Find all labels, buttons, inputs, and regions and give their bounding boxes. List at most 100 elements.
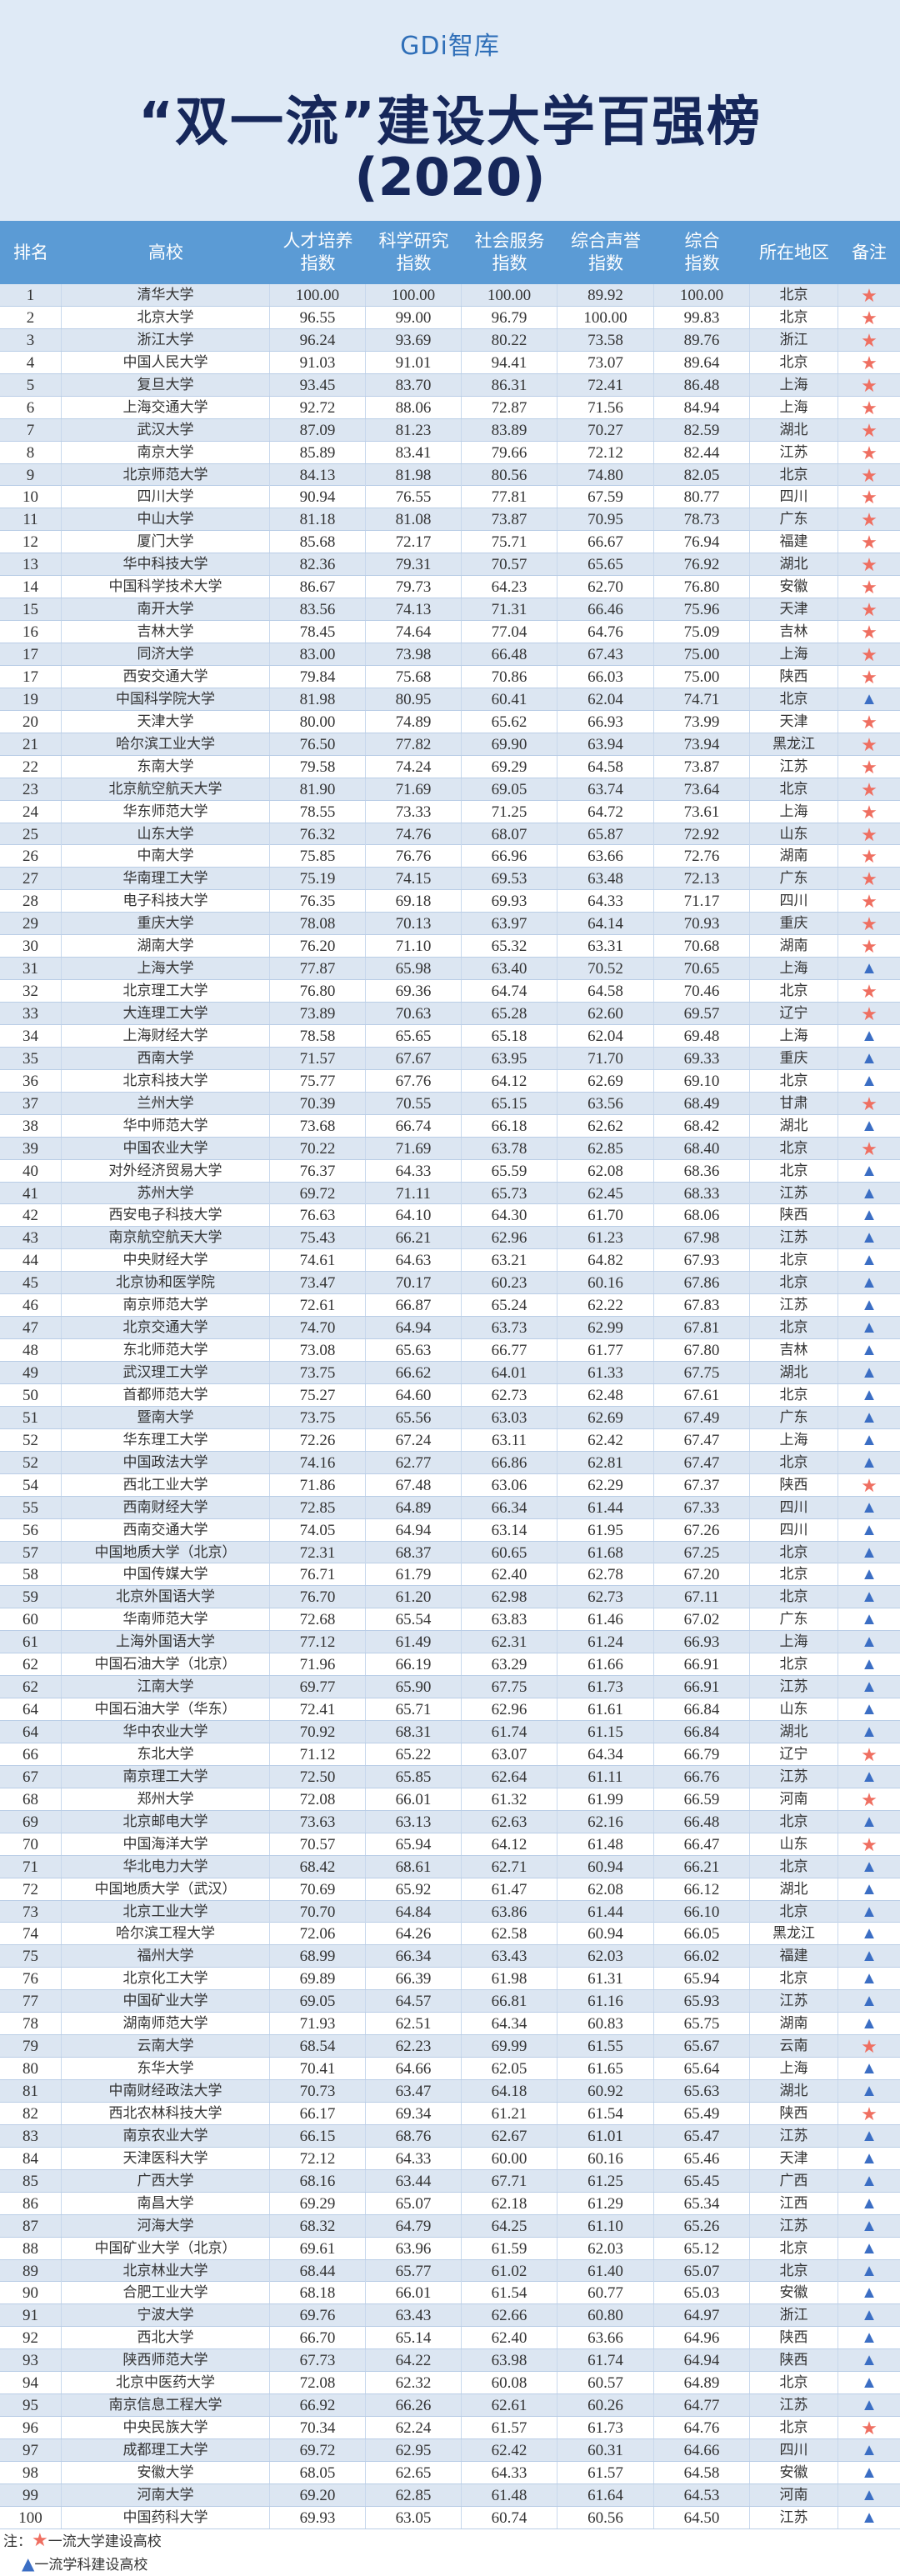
cell-region: 江苏	[750, 755, 838, 778]
cell-service-index: 61.54	[462, 2282, 558, 2304]
cell-region: 北京	[750, 1563, 838, 1586]
cell-university: 西南财经大学	[62, 1496, 270, 1518]
table-row: 74 哈尔滨工程大学 72.06 64.26 62.58 60.94 66.05 黑龙江 ▲	[0, 1923, 900, 1946]
cell-research-index: 61.79	[366, 1563, 462, 1586]
table-row: 46 南京师范大学 72.61 66.87 65.24 62.22 67.83 江苏 ▲	[0, 1294, 900, 1318]
cell-service-index: 63.07	[462, 1743, 558, 1765]
table-row: 35 西南大学 71.57 67.67 63.95 71.70 69.33 重庆 ▲	[0, 1047, 900, 1070]
table-row: 90 合肥工业大学 68.18 66.01 61.54 60.77 65.03 安徽 ▲	[0, 2282, 900, 2305]
cell-rank: 96	[0, 2417, 62, 2439]
cell-university: 宁波大学	[62, 2304, 270, 2327]
table-row: 13 华中科技大学 82.36 79.31 70.57 65.65 76.92 湖北 ★	[0, 553, 900, 577]
cell-note: ▲	[838, 1497, 900, 1518]
table-row: 37 兰州大学 70.39 70.55 65.15 63.56 68.49 甘肃 ★	[0, 1092, 900, 1115]
triangle-icon: ▲	[861, 1565, 878, 1584]
cell-rank: 30	[0, 935, 62, 958]
cell-rank: 37	[0, 1092, 62, 1114]
cell-university: 山东大学	[62, 823, 270, 845]
cell-note: ★	[838, 733, 900, 755]
cell-rank: 69	[0, 1810, 62, 1833]
cell-region: 河南	[750, 2483, 838, 2506]
triangle-icon: ▲	[861, 1453, 878, 1472]
table-row: 66 东北大学 71.12 65.22 63.07 64.34 66.79 辽宁 ★	[0, 1743, 900, 1766]
cell-rank: 26	[0, 845, 62, 868]
cell-talent-index: 71.57	[270, 1047, 366, 1069]
table-row: 14 中国科学技术大学 86.67 79.73 64.23 62.70 76.80 安徽 ★	[0, 576, 900, 599]
cell-reputation-index: 60.57	[558, 2372, 654, 2394]
cell-rank: 84	[0, 2147, 62, 2169]
cell-talent-index: 74.61	[270, 1249, 366, 1272]
cell-note: ▲	[838, 2080, 900, 2102]
cell-research-index: 77.82	[366, 733, 462, 755]
table-row: 52 中国政法大学 74.16 62.77 66.86 62.81 67.47 北京 ▲	[0, 1451, 900, 1474]
cell-university: 河海大学	[62, 2214, 270, 2237]
cell-overall-index: 73.87	[654, 755, 750, 778]
cell-service-index: 79.66	[462, 441, 558, 463]
table-row: 98 安徽大学 68.05 62.65 64.33 61.57 64.58 安徽 ▲	[0, 2461, 900, 2484]
cell-note: ★	[838, 397, 900, 418]
cell-research-index: 65.98	[366, 958, 462, 980]
cell-reputation-index: 72.12	[558, 441, 654, 463]
cell-talent-index: 81.90	[270, 778, 366, 800]
table-row: 78 湖南师范大学 71.93 62.51 64.34 60.83 65.75 湖南 ▲	[0, 2013, 900, 2036]
table-row: 93 陕西师范大学 67.73 64.22 63.98 61.74 64.94 陕西 ▲	[0, 2349, 900, 2373]
cell-overall-index: 70.68	[654, 935, 750, 958]
cell-note: ★	[838, 1138, 900, 1159]
cell-rank: 44	[0, 1249, 62, 1272]
cell-overall-index: 86.48	[654, 373, 750, 396]
cell-note: ▲	[838, 2013, 900, 2034]
cell-service-index: 65.28	[462, 1003, 558, 1024]
cell-rank: 6	[0, 396, 62, 418]
cell-service-index: 62.98	[462, 1586, 558, 1608]
triangle-icon: ▲	[861, 2082, 878, 2100]
star-icon: ★	[861, 868, 878, 890]
triangle-icon: ▲	[861, 2508, 878, 2527]
cell-rank: 35	[0, 1047, 62, 1069]
cell-reputation-index: 60.92	[558, 2080, 654, 2102]
cell-service-index: 64.23	[462, 576, 558, 598]
cell-region: 江苏	[750, 2214, 838, 2237]
cell-overall-index: 65.03	[654, 2282, 750, 2304]
cell-service-index: 62.96	[462, 1698, 558, 1721]
cell-talent-index: 72.50	[270, 1765, 366, 1788]
triangle-icon: ▲	[861, 1430, 878, 1449]
cell-note: ▲	[838, 1631, 900, 1653]
star-icon: ★	[861, 778, 878, 800]
cell-overall-index: 64.66	[654, 2439, 750, 2461]
cell-region: 北京	[750, 1272, 838, 1294]
cell-rank: 58	[0, 1563, 62, 1586]
table-row: 62 中国石油大学（北京） 71.96 66.19 63.29 61.66 66.91 北京 ▲	[0, 1653, 900, 1677]
triangle-icon: ▲	[861, 1902, 878, 1921]
cell-university: 西北农林科技大学	[62, 2102, 270, 2124]
cell-reputation-index: 71.56	[558, 396, 654, 418]
cell-rank: 7	[0, 418, 62, 441]
cell-research-index: 81.08	[366, 508, 462, 531]
cell-rank: 86	[0, 2192, 62, 2214]
cell-note: ▲	[838, 1204, 900, 1226]
cell-talent-index: 72.06	[270, 1923, 366, 1945]
cell-research-index: 65.56	[366, 1406, 462, 1428]
cell-research-index: 83.41	[366, 441, 462, 463]
cell-research-index: 64.63	[366, 1249, 462, 1272]
cell-note: ▲	[838, 1721, 900, 1743]
cell-reputation-index: 62.85	[558, 1137, 654, 1159]
star-icon: ★	[861, 711, 878, 733]
cell-service-index: 70.86	[462, 665, 558, 688]
cell-research-index: 74.64	[366, 621, 462, 643]
cell-research-index: 68.37	[366, 1541, 462, 1563]
cell-talent-index: 69.29	[270, 2192, 366, 2214]
cell-university: 华南师范大学	[62, 1608, 270, 1631]
cell-note: ▲	[838, 2394, 900, 2416]
table-row: 77 中国矿业大学 69.05 64.57 66.81 61.16 65.93 江苏 ▲	[0, 1990, 900, 2013]
cell-reputation-index: 61.99	[558, 1788, 654, 1810]
cell-university: 郑州大学	[62, 1788, 270, 1810]
cell-rank: 23	[0, 778, 62, 800]
cell-research-index: 62.95	[366, 2439, 462, 2461]
cell-talent-index: 96.55	[270, 306, 366, 328]
cell-university: 北京理工大学	[62, 980, 270, 1003]
cell-region: 湖北	[750, 1362, 838, 1383]
cell-region: 上海	[750, 958, 838, 980]
cell-research-index: 93.69	[366, 328, 462, 351]
cell-rank: 71	[0, 1855, 62, 1878]
cell-talent-index: 68.32	[270, 2214, 366, 2237]
